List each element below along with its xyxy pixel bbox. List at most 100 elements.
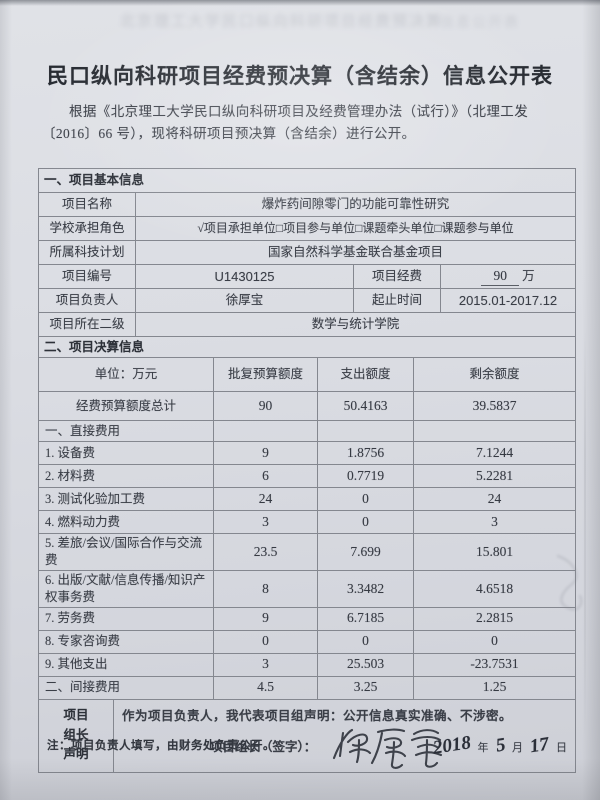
budget-row: 1. 设备费 9 1.8756 7.1244 (38, 441, 577, 465)
spent-cell: 0 (317, 510, 414, 534)
remaining-cell: 3 (412, 510, 577, 534)
role-label: 学校承担角色 (38, 216, 136, 241)
expense-label-cell: 2. 材料费 (38, 464, 214, 488)
page-title: 民口纵向科研项目经费预决算（含结余）信息公开表 (47, 64, 553, 88)
approved-cell: 23.5 (213, 533, 318, 571)
fund-label: 项目经费 (353, 264, 441, 289)
remaining-cell: 4.6518 (412, 569, 577, 608)
period-label: 起止时间 (353, 288, 441, 313)
spent-cell: 0 (317, 629, 414, 654)
expense-label-cell: 3. 测试化验加工费 (38, 487, 214, 511)
date-year: 2018 (431, 732, 472, 759)
budget-row: 一、直接费用 (38, 420, 577, 442)
approved-header-cell: 批复预算额度 (213, 357, 318, 392)
expense-label-cell: 一、直接费用 (38, 420, 214, 442)
plan-row: 所属科技计划 国家自然科学基金联合基金项目 (38, 240, 577, 265)
remaining-cell: 15.801 (412, 533, 577, 571)
approved-cell: 9 (213, 606, 318, 631)
photo-shade-left (0, 0, 12, 800)
budget-row: 3. 测试化验加工费 24 0 24 (38, 487, 577, 511)
approved-cell: 3 (213, 510, 318, 534)
footer-note: 注：项目负责人填写，由财务处负责公开。 (47, 740, 275, 752)
section-2-header-row: 二、项目决算信息 (37, 336, 577, 358)
spent-cell: 7.699 (317, 533, 414, 571)
plan-value: 国家自然科学基金联合基金项目 (134, 240, 577, 265)
approved-cell: 9 (213, 441, 318, 465)
approved-cell: 90 (213, 391, 318, 421)
budget-row: 7. 劳务费 9 6.7185 2.2815 (38, 606, 577, 631)
section-2-title: 二、项目决算信息 (37, 336, 577, 358)
remaining-cell: 24 (412, 487, 577, 511)
role-row: 学校承担角色 √项目承担单位□项目参与单位□课题牵头单位□课题参与单位 (38, 216, 577, 241)
expense-label-cell: 1. 设备费 (38, 441, 214, 465)
budget-row: 6. 出版/文献/信息传播/知识产权事务费 8 3.3482 4.6518 (38, 569, 577, 608)
expense-label-cell: 8. 专家咨询费 (38, 629, 214, 654)
handwritten-date: 2018 年 5 月 17 日 (431, 732, 567, 759)
intro-line-2: 〔2016〕66 号），现将科研项目预决算（含结余）进行公开。 (42, 125, 416, 141)
unit-value: 数学与统计学院 (134, 312, 577, 337)
leader-label: 项目负责人 (38, 288, 136, 313)
expense-label-cell: 7. 劳务费 (38, 606, 214, 631)
budget-table: 二、项目决算信息 单位：万元 批复预算额度 支出额度 剩余额度 经费预算额度总计… (37, 336, 577, 700)
intro-line-1: 根据《北京理工大学民口纵向科研项目及经费管理办法（试行）》（北理工发 (69, 104, 529, 119)
date-day: 17 (528, 733, 551, 758)
expense-label-cell: 4. 燃料动力费 (38, 510, 214, 534)
role-value: √项目承担单位□项目参与单位□课题牵头单位□课题参与单位 (134, 216, 577, 241)
intro-paragraph: 根据《北京理工大学民口纵向科研项目及经费管理办法（试行）》（北理工发 〔2016… (42, 101, 568, 145)
declaration-table: 项目 组长 声明 作为项目负责人，我代表项目组声明：公开信息真实准确、不涉密。 … (38, 698, 576, 773)
paper-crease (584, 330, 586, 740)
photo-shade-top (0, 0, 600, 6)
period-value: 2015.01-2017.12 (439, 288, 577, 313)
remaining-cell: 39.5837 (412, 391, 577, 421)
remaining-cell: 0 (412, 629, 577, 654)
approved-cell (213, 420, 318, 442)
budget-header-row: 单位：万元 批复预算额度 支出额度 剩余额度 (38, 357, 577, 392)
side-label-line: 组长 (63, 727, 89, 742)
spent-cell: 3.3482 (317, 569, 414, 608)
remaining-cell: -23.7531 (412, 652, 577, 677)
basic-info-table: 一、项目基本信息 项目名称 爆炸药间隙零门的功能可靠性研究 学校承担角色 √项目… (37, 168, 577, 337)
unit-header-cell: 单位：万元 (38, 357, 214, 392)
project-name-row: 项目名称 爆炸药间隙零门的功能可靠性研究 (38, 192, 577, 217)
spent-cell: 1.8756 (317, 441, 414, 465)
bleed-through-text-right: 信息公开表 (440, 14, 520, 30)
section-1-header-row: 一、项目基本信息 (37, 168, 577, 193)
remaining-cell: 2.2815 (412, 606, 577, 631)
budget-total-row: 经费预算额度总计 90 50.4163 39.5837 (38, 391, 577, 421)
side-label-line: 项目 (63, 708, 89, 723)
spent-cell (317, 420, 414, 442)
month-suffix: 月 (512, 741, 523, 754)
fund-unit: 万 (522, 268, 535, 283)
form-body: 一、项目基本信息 项目名称 爆炸药间隙零门的功能可靠性研究 学校承担角色 √项目… (37, 168, 577, 773)
declaration-statement: 作为项目负责人，我代表项目组声明：公开信息真实准确、不涉密。 (122, 708, 513, 723)
expense-label-cell: 5. 差旅/会议/国际合作与交流费 (38, 533, 214, 571)
budget-row: 2. 材料费 6 0.7719 5.2281 (38, 464, 577, 488)
approved-cell: 3 (213, 652, 318, 677)
project-name-value: 爆炸药间隙零门的功能可靠性研究 (134, 192, 577, 217)
remaining-header-cell: 剩余额度 (412, 357, 577, 392)
budget-row: 9. 其他支出 3 25.503 -23.7531 (38, 652, 577, 677)
year-suffix: 年 (477, 741, 489, 754)
approved-cell: 8 (213, 569, 318, 608)
fund-value-cell: 90 万 (439, 264, 577, 289)
approved-cell: 24 (213, 487, 318, 511)
leader-value: 徐厚宝 (135, 288, 354, 313)
date-month: 5 (493, 734, 507, 757)
expense-label-cell: 经费预算额度总计 (38, 391, 214, 421)
declaration-side-label: 项目 组长 声明 (38, 698, 114, 773)
bleed-through-text: 北京理工大学民口纵向科研项目经费预决算 (120, 13, 444, 30)
remaining-cell (412, 420, 577, 442)
project-code-label: 项目编号 (38, 264, 136, 289)
spent-cell: 3.25 (317, 675, 414, 700)
expense-label-cell: 9. 其他支出 (38, 652, 214, 677)
photo-shade-right (582, 0, 600, 800)
code-fund-row: 项目编号 U1430125 项目经费 90 万 (38, 264, 577, 289)
budget-row: 8. 专家咨询费 0 0 0 (38, 629, 577, 654)
sign-label: 项目组长（签字）： (210, 739, 317, 754)
day-suffix: 日 (556, 741, 567, 754)
leader-period-row: 项目负责人 徐厚宝 起止时间 2015.01-2017.12 (38, 288, 577, 313)
approved-cell: 0 (213, 629, 318, 654)
expense-label-cell: 二、间接费用 (38, 675, 214, 700)
section-1-title: 一、项目基本信息 (37, 168, 577, 193)
